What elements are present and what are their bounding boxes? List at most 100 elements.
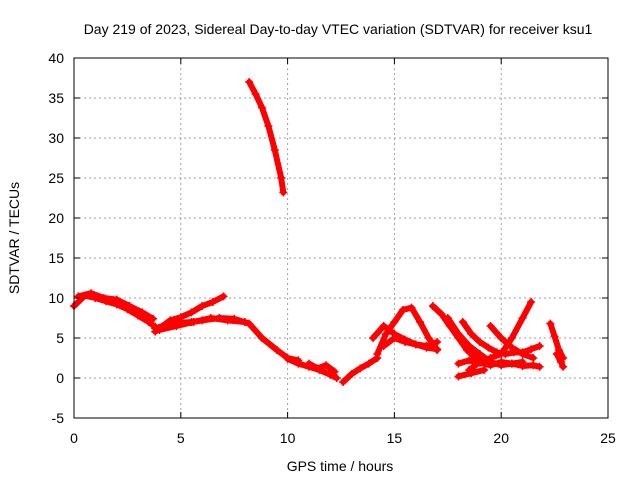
data-point [458,318,467,326]
data-point [475,338,484,346]
data-point [535,362,544,371]
data-point [339,378,348,386]
data-point [390,318,399,326]
data-point [433,338,442,346]
data-point [507,334,516,342]
series-track-h [304,359,339,376]
data-point [277,174,286,182]
data-point [416,318,425,326]
y-tick-label: 15 [48,250,64,266]
data-point [257,334,266,342]
data-point [112,295,121,304]
data-point [189,318,198,326]
y-tick-label: 25 [48,170,64,186]
data-series [70,78,568,386]
data-point [529,354,538,362]
data-point [518,362,527,370]
data-point [433,345,442,354]
data-point [330,367,339,376]
data-point [219,292,228,301]
y-axis-label: SDTVAR / TECUs [6,182,22,294]
axis-ticks: 0 5 10 15 20 25 -5 0 5 10 15 20 25 30 35 40 [48,50,616,446]
data-point [486,322,495,330]
data-point [484,343,493,352]
data-point [518,314,527,322]
y-tick-label: 20 [48,210,64,226]
data-point [270,146,279,154]
data-point [208,298,217,306]
data-point [422,343,431,352]
data-point [529,361,538,370]
series-track-t [546,319,568,362]
data-point [454,330,463,338]
data-point [428,302,437,310]
x-axis-label: GPS time / hours [287,458,394,474]
data-point [480,366,489,374]
x-tick-label: 5 [177,430,185,446]
data-point [390,334,399,342]
data-point [550,332,559,341]
data-point [322,361,331,370]
data-point [401,338,410,346]
data-point [74,292,83,301]
data-point [437,310,446,318]
series-track-e [155,314,249,334]
series-track-l [379,334,442,354]
data-point [198,302,207,310]
data-point [283,354,292,363]
data-point [454,359,463,368]
data-point [527,298,536,306]
data-point [313,364,322,373]
data-point [149,314,158,323]
data-point [379,342,388,350]
data-point [251,90,260,98]
data-point [223,316,232,325]
x-tick-label: 25 [600,430,616,446]
x-tick-label: 20 [493,430,509,446]
y-tick-label: 35 [48,90,64,106]
data-point [176,313,185,322]
data-point [497,350,506,358]
data-point [527,345,536,354]
data-point [264,122,273,130]
data-point [99,294,108,302]
data-point [257,103,266,112]
series-track-b [74,289,158,323]
series-track-f [245,78,288,197]
data-point [294,359,303,368]
y-tick-label: 10 [48,290,64,306]
data-point [172,322,181,330]
series-trace [306,360,338,375]
data-point [486,361,495,370]
series-track-q [486,322,538,362]
data-point [279,188,288,197]
series-track-r [454,356,544,371]
data-point [497,358,506,366]
data-point [379,322,388,330]
data-point [356,364,365,373]
data-point [206,314,215,322]
data-point [475,358,484,367]
data-point [245,78,254,86]
data-point [347,370,356,378]
data-point [398,306,407,314]
data-point [87,289,96,298]
series-track-s [454,366,489,381]
data-point [535,342,544,350]
data-point [407,303,416,312]
data-point [272,346,281,354]
x-tick-label: 10 [280,430,296,446]
data-point [166,316,175,325]
data-point [552,350,561,358]
data-point [507,359,516,368]
data-point [187,308,196,317]
data-point [304,359,313,368]
plot-frame [73,57,609,419]
y-tick-label: 40 [48,50,64,66]
data-point [364,359,373,368]
data-point [411,340,420,349]
data-point [557,358,566,366]
data-point [497,334,506,342]
